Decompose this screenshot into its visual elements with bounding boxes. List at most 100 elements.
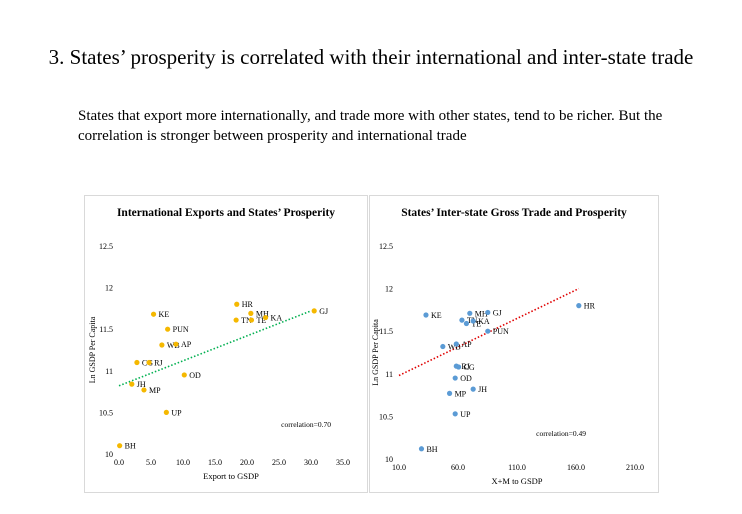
data-label-mp: MP <box>149 386 161 395</box>
y-tick-label: 12 <box>385 285 393 294</box>
y-tick-label: 12 <box>105 284 113 293</box>
data-point-od <box>452 375 458 381</box>
data-point-mh <box>248 310 254 316</box>
x-tick-label: 25.0 <box>272 458 286 467</box>
data-label-ap: AP <box>461 340 472 349</box>
data-point-rj <box>146 359 152 366</box>
interstate-chart-panel: States’ Inter-state Gross Trade and Pros… <box>369 195 659 493</box>
data-label-wb: WB <box>167 341 180 350</box>
x-tick-label: 210.0 <box>626 463 644 472</box>
data-point-wb <box>440 343 446 350</box>
data-point-up <box>452 411 458 417</box>
data-label-up: UP <box>171 408 182 417</box>
data-point-ap <box>173 341 179 347</box>
data-label-pun: PUN <box>493 327 509 336</box>
trendline <box>118 310 312 387</box>
data-label-te: TE <box>471 320 481 329</box>
data-point-mp <box>141 387 147 393</box>
y-tick-label: 11.5 <box>379 327 393 336</box>
data-point-jh <box>129 381 135 387</box>
x-tick-label: 5.0 <box>146 458 156 467</box>
data-point-hr <box>234 301 240 307</box>
data-label-rj: RJ <box>154 358 162 367</box>
data-point-mh <box>467 310 473 316</box>
data-label-ka: KA <box>478 317 490 326</box>
x-tick-label: 60.0 <box>451 463 465 472</box>
data-label-up: UP <box>460 410 471 419</box>
correlation-annotation: correlation=0.49 <box>536 429 586 438</box>
data-point-ke <box>423 312 429 318</box>
data-point-pun <box>165 326 171 332</box>
data-label-bh: BH <box>426 445 437 454</box>
x-tick-label: 30.0 <box>304 458 318 467</box>
data-point-up <box>163 409 169 415</box>
x-tick-label: 10.0 <box>176 458 190 467</box>
data-point-ka <box>470 318 476 324</box>
data-label-jh: JH <box>478 385 487 394</box>
export-chart-panel: International Exports and States’ Prospe… <box>84 195 368 493</box>
chart-title: States’ Inter-state Gross Trade and Pros… <box>401 207 627 219</box>
x-tick-label: 10.0 <box>392 463 406 472</box>
data-point-gj <box>485 309 491 316</box>
data-point-mp <box>446 390 453 396</box>
data-point-tn <box>459 317 465 323</box>
x-axis-label: Export to GSDP <box>203 471 259 481</box>
x-tick-label: 15.0 <box>208 458 222 467</box>
y-tick-label: 10.5 <box>99 408 113 417</box>
data-label-te: TE <box>256 316 266 325</box>
data-point-bh <box>418 446 425 452</box>
data-point-bh <box>117 443 123 449</box>
correlation-annotation: correlation=0.70 <box>281 420 331 429</box>
data-point-ke <box>150 311 157 317</box>
data-label-ke: KE <box>159 310 170 319</box>
interstate-scatter-chart: States’ Inter-state Gross Trade and Pros… <box>371 207 644 486</box>
data-label-tn: TN <box>241 316 252 325</box>
data-point-jh <box>470 386 476 392</box>
data-label-rj: RJ <box>461 362 469 371</box>
data-point-gj <box>311 308 317 314</box>
y-tick-label: 11 <box>385 370 393 379</box>
data-point-te <box>463 320 470 327</box>
y-axis-label: Ln GSDP Per Capita <box>88 316 97 383</box>
data-label-mh: MH <box>256 309 269 318</box>
x-axis-label: X+M to GSDP <box>491 476 542 486</box>
y-axis-label: Ln GSDP Per Capita <box>371 319 380 386</box>
data-point-ap <box>453 341 459 347</box>
data-label-ke: KE <box>431 311 442 320</box>
data-point-tn <box>233 317 239 323</box>
slide-subtitle: States that export more internationally,… <box>78 108 663 144</box>
data-label-mh: MH <box>475 309 488 318</box>
data-point-cg <box>134 359 140 366</box>
y-tick-label: 10 <box>385 455 393 464</box>
x-tick-label: 160.0 <box>567 463 585 472</box>
data-label-ka: KA <box>271 314 283 323</box>
data-label-gj: GJ <box>319 307 328 316</box>
data-point-te <box>248 317 255 323</box>
y-tick-label: 12.5 <box>379 242 393 251</box>
data-label-pun: PUN <box>173 325 189 334</box>
export-scatter-chart: International Exports and States’ Prospe… <box>88 207 350 481</box>
data-label-hr: HR <box>242 300 254 309</box>
chart-title: International Exports and States’ Prospe… <box>117 207 335 219</box>
x-tick-label: 110.0 <box>508 463 526 472</box>
data-label-wb: WB <box>448 343 461 352</box>
y-tick-label: 11 <box>105 367 113 376</box>
slide-title: 3. States’ prosperity is correlated with… <box>48 45 694 69</box>
y-tick-label: 11.5 <box>99 325 113 334</box>
data-point-pun <box>485 328 491 334</box>
data-label-ap: AP <box>181 340 192 349</box>
data-label-gj: GJ <box>493 308 502 317</box>
data-label-od: OD <box>189 371 201 380</box>
data-label-mp: MP <box>455 389 467 398</box>
data-label-od: OD <box>460 374 472 383</box>
x-tick-label: 0.0 <box>114 458 124 467</box>
data-label-hr: HR <box>584 302 596 311</box>
data-point-hr <box>576 303 582 309</box>
y-tick-label: 10.5 <box>379 412 393 421</box>
data-label-jh: JH <box>137 380 146 389</box>
data-label-cg: CG <box>464 363 475 372</box>
data-point-rj <box>453 363 459 369</box>
y-tick-label: 12.5 <box>99 242 113 251</box>
y-tick-label: 10 <box>105 450 113 459</box>
data-label-bh: BH <box>125 442 136 451</box>
